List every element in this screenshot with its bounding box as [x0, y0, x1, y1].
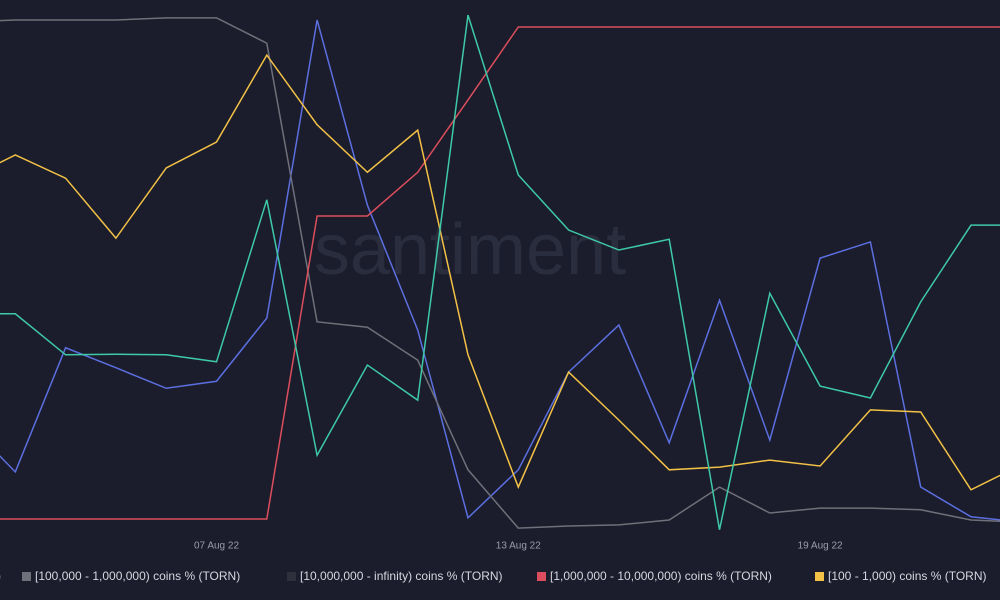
x-tick-label: 19 Aug 22 [798, 541, 843, 552]
series-line [0, 17, 1000, 529]
watermark: santiment [314, 210, 626, 290]
legend-label: [100 - 1,000) coins % (TORN) [828, 569, 987, 583]
legend-label: [1,000,000 - 10,000,000) coins % (TORN) [550, 569, 772, 583]
legend-swatch [22, 572, 31, 581]
legend-label: ) [0, 569, 1, 583]
series-line [0, 14, 1000, 530]
legend-swatch [287, 572, 296, 581]
legend-label: [100,000 - 1,000,000) coins % (TORN) [35, 569, 240, 583]
legend-swatch [537, 572, 546, 581]
series-line [0, 53, 1000, 491]
legend-label: [10,000,000 - infinity) coins % (TORN) [300, 569, 503, 583]
series-line [0, 19, 1000, 521]
legend-swatch [815, 572, 824, 581]
series-line [0, 26, 1000, 520]
x-tick-label: 13 Aug 22 [496, 541, 541, 552]
x-tick-label: 07 Aug 22 [194, 541, 239, 552]
